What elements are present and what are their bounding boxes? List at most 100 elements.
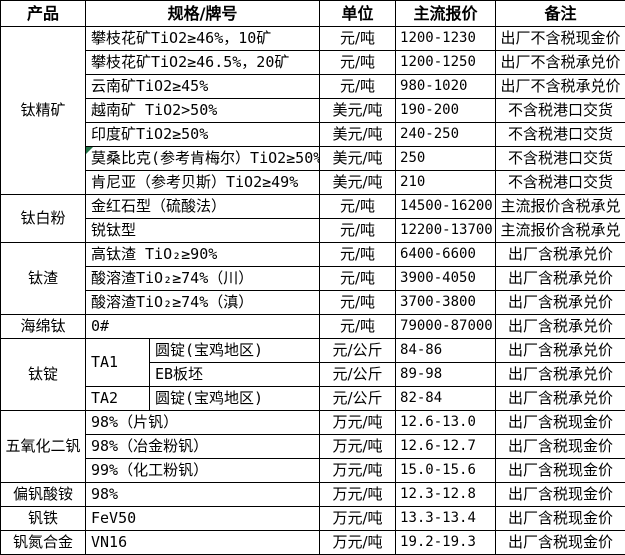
spec-cell: 98%（冶金粉钒） [86,435,320,459]
note-cell: 出厂含税承兑价 [496,291,625,315]
spec-cell: 圆锭(宝鸡地区) [150,339,320,363]
note-cell: 出厂含税现金价 [496,507,625,531]
product-cell: 偏钒酸铵 [1,483,86,507]
price-cell: 12200-13700 [396,219,496,243]
product-cell: 海绵钛 [1,315,86,339]
price-cell: 14500-16200 [396,195,496,219]
note-cell: 出厂含税现金价 [496,483,625,507]
spec-cell: 高钛渣 TiO₂≥90% [86,243,320,267]
spec-cell: 酸溶渣TiO₂≥74%（川） [86,267,320,291]
price-cell: 980-1020 [396,75,496,99]
note-cell: 主流报价含税承兑 [496,219,625,243]
table-header: 产品规格/牌号单位主流报价备注 [1,1,625,27]
spec-cell: FeV50 [86,507,320,531]
price-cell: 82-84 [396,387,496,411]
unit-cell: 元/吨 [320,75,396,99]
unit-cell: 美元/吨 [320,99,396,123]
note-cell: 不含税港口交货 [496,123,625,147]
price-cell: 19.2-19.3 [396,531,496,555]
header-cell: 备注 [496,1,625,27]
spec-cell: 印度矿TiO2≥50% [86,123,320,147]
unit-cell: 万元/吨 [320,531,396,555]
product-cell: 钒氮合金 [1,531,86,555]
cell-corner-marker-icon [86,147,93,154]
spec-cell: TA2 [86,387,150,411]
spec-cell: 云南矿TiO2≥45% [86,75,320,99]
price-cell: 240-250 [396,123,496,147]
price-cell: 210 [396,171,496,195]
unit-cell: 元/公斤 [320,363,396,387]
note-cell: 出厂含税承兑价 [496,315,625,339]
product-cell: 钛渣 [1,243,86,315]
unit-cell: 元/吨 [320,195,396,219]
price-cell: 13.3-13.4 [396,507,496,531]
note-cell: 出厂含税现金价 [496,411,625,435]
spec-cell: 98% [86,483,320,507]
unit-cell: 万元/吨 [320,435,396,459]
unit-cell: 万元/吨 [320,507,396,531]
note-cell: 出厂不含税承兑价 [496,75,625,99]
price-cell: 12.6-12.7 [396,435,496,459]
spec-cell: 99%（化工粉钒） [86,459,320,483]
product-cell: 钛锭 [1,339,86,411]
header-cell: 规格/牌号 [86,1,320,27]
product-cell: 钛精矿 [1,27,86,195]
header-row: 产品规格/牌号单位主流报价备注 [1,1,625,27]
price-cell: 190-200 [396,99,496,123]
price-cell: 6400-6600 [396,243,496,267]
price-cell: 250 [396,147,496,171]
unit-cell: 元/吨 [320,27,396,51]
spec-cell: 莫桑比克(参考肯梅尔）TiO2≥50% [86,147,320,171]
note-cell: 不含税港口交货 [496,147,625,171]
spec-cell: EB板坯 [150,363,320,387]
price-cell: 84-86 [396,339,496,363]
spec-cell: 越南矿 TiO2>50% [86,99,320,123]
price-cell: 15.0-15.6 [396,459,496,483]
unit-cell: 美元/吨 [320,147,396,171]
note-cell: 出厂含税承兑价 [496,387,625,411]
price-cell: 3900-4050 [396,267,496,291]
spec-cell: 攀枝花矿TiO2≥46%，10矿 [86,27,320,51]
spec-cell: 金红石型（硫酸法） [86,195,320,219]
note-cell: 不含税港口交货 [496,99,625,123]
header-cell: 产品 [1,1,86,27]
spec-cell: 98%（片钒） [86,411,320,435]
spec-cell: 圆锭(宝鸡地区) [150,387,320,411]
header-cell: 主流报价 [396,1,496,27]
note-cell: 出厂含税现金价 [496,459,625,483]
product-cell: 五氧化二钒 [1,411,86,483]
unit-cell: 元/吨 [320,51,396,75]
unit-cell: 元/吨 [320,219,396,243]
price-cell: 3700-3800 [396,291,496,315]
unit-cell: 元/吨 [320,243,396,267]
header-cell: 单位 [320,1,396,27]
unit-cell: 美元/吨 [320,123,396,147]
note-cell: 出厂含税现金价 [496,435,625,459]
unit-cell: 美元/吨 [320,171,396,195]
note-cell: 不含税港口交货 [496,171,625,195]
unit-cell: 元/吨 [320,267,396,291]
note-cell: 出厂不含税现金价 [496,27,625,51]
spec-cell: 肯尼亚（参考贝斯）TiO2≥49% [86,171,320,195]
note-cell: 出厂含税承兑价 [496,363,625,387]
note-cell: 出厂不含税承兑价 [496,51,625,75]
spec-cell: 攀枝花矿TiO2≥46.5%，20矿 [86,51,320,75]
note-cell: 出厂含税承兑价 [496,267,625,291]
price-cell: 79000-87000 [396,315,496,339]
